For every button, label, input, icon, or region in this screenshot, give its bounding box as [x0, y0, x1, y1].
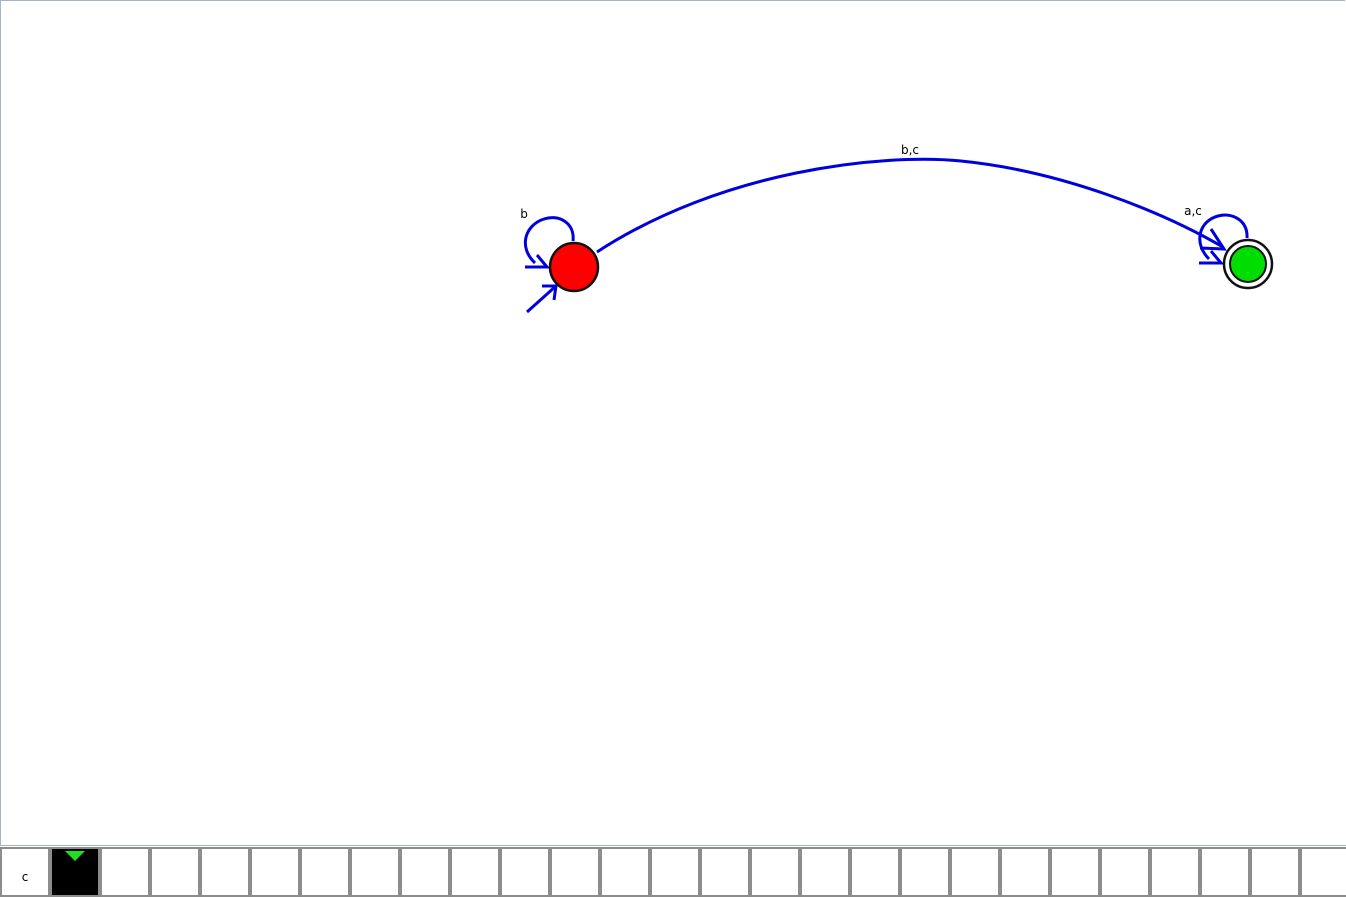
- tape-cell: [950, 847, 1000, 897]
- transition-q1-loop-arc: [1198, 213, 1249, 261]
- automaton-diagram: b,c b a,c: [520, 143, 1274, 314]
- tape-cell: [1250, 847, 1300, 897]
- tape-cell: [150, 847, 200, 897]
- tape-cell: [650, 847, 700, 897]
- tape-cell: [550, 847, 600, 897]
- initial-arrow-head: [542, 284, 558, 301]
- transition-q1-self-loop[interactable]: a,c: [1184, 204, 1249, 265]
- state-q1-inner: [1229, 245, 1267, 283]
- tape-cell: [750, 847, 800, 897]
- tape-cell: [700, 847, 750, 897]
- transition-q0-loop-arc: [524, 216, 575, 265]
- state-q0[interactable]: [548, 241, 600, 293]
- transition-q0-q1-arc: [596, 157, 1224, 254]
- transition-q0-q1-label: b,c: [901, 143, 919, 157]
- tape-cell: [350, 847, 400, 897]
- tape-cell: [1100, 847, 1150, 897]
- tape-cell: [800, 847, 850, 897]
- tape-cell: [500, 847, 550, 897]
- tape-cell-symbol: c: [21, 870, 29, 884]
- tape-cell: [450, 847, 500, 897]
- tape-cell: [1300, 847, 1346, 897]
- tape-cell: c: [0, 847, 50, 897]
- tape-cell: [250, 847, 300, 897]
- transition-q1-loop-arrowhead: [1199, 250, 1225, 265]
- tape-cell: [1200, 847, 1250, 897]
- tape-cell: [1050, 847, 1100, 897]
- tape-head-triangle-down-icon: [65, 851, 85, 861]
- transition-q0-loop-arrowhead: [525, 254, 551, 269]
- tape-cell: [100, 847, 150, 897]
- tape-cell: [1150, 847, 1200, 897]
- tape-cell: [1000, 847, 1050, 897]
- transition-q0-q1-arrowhead: [1199, 228, 1227, 251]
- transition-q0-q1[interactable]: b,c: [596, 143, 1227, 254]
- tape-cell-head: [50, 847, 100, 897]
- transition-q1-loop-label: a,c: [1184, 204, 1202, 218]
- initial-arrow-shaft: [525, 284, 558, 314]
- tape-cell: [900, 847, 950, 897]
- state-q1[interactable]: [1222, 238, 1274, 290]
- automaton-canvas[interactable]: b,c b a,c: [0, 0, 1345, 845]
- tape-cell: [200, 847, 250, 897]
- transition-q0-self-loop[interactable]: b: [520, 207, 575, 269]
- input-tape: c: [0, 845, 1346, 897]
- transition-q0-loop-label: b: [520, 207, 528, 221]
- initial-state-arrow: [525, 284, 558, 314]
- tape-cell: [300, 847, 350, 897]
- tape-cell: [850, 847, 900, 897]
- tape-cell: [400, 847, 450, 897]
- tape-cell: [600, 847, 650, 897]
